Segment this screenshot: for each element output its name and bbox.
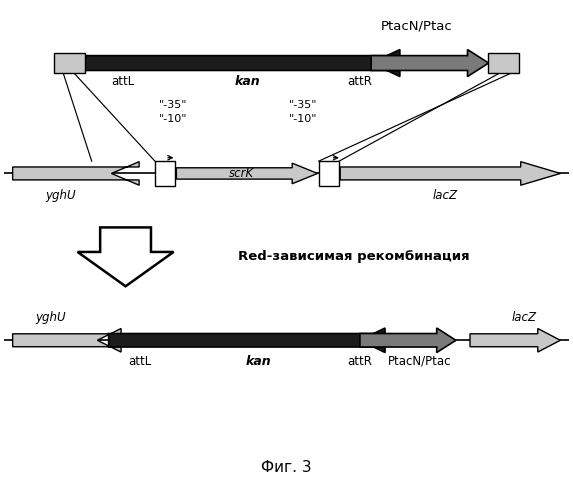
- Text: "-10": "-10": [159, 114, 188, 124]
- Text: yghU: yghU: [45, 189, 76, 202]
- Text: "-35": "-35": [159, 100, 188, 110]
- Text: Фиг. 3: Фиг. 3: [261, 461, 312, 476]
- Polygon shape: [319, 161, 339, 186]
- Text: Red-зависимая рекомбинация: Red-зависимая рекомбинация: [238, 250, 470, 263]
- Text: PtacN/Ptac: PtacN/Ptac: [387, 355, 451, 368]
- Polygon shape: [53, 53, 85, 73]
- Text: "-10": "-10": [289, 114, 317, 124]
- Polygon shape: [176, 163, 317, 184]
- Polygon shape: [109, 328, 385, 352]
- Polygon shape: [340, 162, 560, 185]
- Polygon shape: [13, 328, 121, 352]
- Polygon shape: [13, 162, 139, 185]
- Text: yghU: yghU: [35, 311, 66, 324]
- Text: attL: attL: [111, 75, 135, 88]
- Polygon shape: [84, 49, 400, 76]
- Text: "-35": "-35": [289, 100, 317, 110]
- Polygon shape: [470, 328, 560, 352]
- Polygon shape: [360, 328, 456, 352]
- Polygon shape: [371, 49, 489, 76]
- Polygon shape: [488, 53, 520, 73]
- Polygon shape: [77, 228, 174, 286]
- Text: attR: attR: [347, 75, 372, 88]
- Text: kan: kan: [245, 355, 271, 368]
- Text: kan: kan: [234, 75, 260, 88]
- Text: lacZ: lacZ: [511, 311, 536, 324]
- Text: lacZ: lacZ: [432, 189, 457, 202]
- Polygon shape: [155, 161, 175, 186]
- Text: attL: attL: [128, 355, 151, 368]
- Text: PtacN/Ptac: PtacN/Ptac: [380, 20, 452, 33]
- Text: scrK: scrK: [229, 167, 254, 180]
- Text: attR: attR: [347, 355, 372, 368]
